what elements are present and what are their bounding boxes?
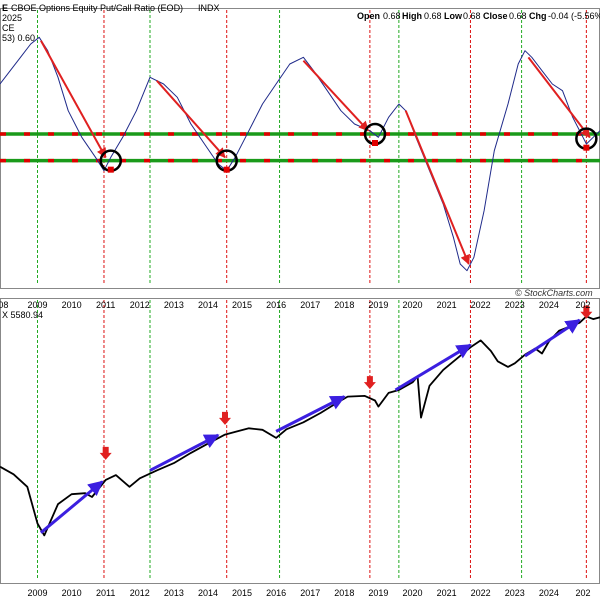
bottom-tick-14: 2023	[505, 588, 525, 598]
top-tick-17: 202	[575, 300, 590, 310]
sell-marker-3	[580, 305, 593, 319]
top-tick-10: 2018	[334, 300, 354, 310]
open-label: Open	[357, 11, 380, 21]
sell-marker-1	[219, 411, 231, 425]
up-arrow-4	[524, 318, 581, 358]
date-fragment: 2025	[2, 13, 22, 23]
top-tick-3: 2011	[96, 300, 115, 310]
close-value: 0.68	[509, 11, 527, 21]
sell-marker-0	[99, 446, 112, 460]
watermark: © StockCharts.com	[515, 288, 593, 298]
top-tick-5: 2013	[164, 300, 184, 310]
bottom-tick-4: 2013	[164, 588, 184, 598]
signal-square-3	[583, 144, 590, 151]
bottom-tick-7: 2016	[266, 588, 286, 598]
top-tick-11: 2019	[368, 300, 388, 310]
bottom-tick-13: 2022	[471, 588, 491, 598]
down-arrow-1	[156, 80, 226, 159]
top-tick-15: 2023	[505, 300, 525, 310]
up-arrow-3	[394, 343, 472, 392]
sell-marker-2	[363, 376, 376, 390]
down-arrow-2	[302, 59, 369, 132]
bottom-tick-3: 2012	[130, 588, 150, 598]
chg-label: Chg	[529, 11, 547, 21]
bottom-x-axis: 2009 2010 2011 2012 2013 2014 2015 2016 2017 2018…	[27, 588, 590, 598]
annotations	[39, 40, 598, 534]
top-tick-16: 2024	[539, 300, 559, 310]
top-tick-12: 2020	[402, 300, 422, 310]
low-value: 0.68	[463, 11, 481, 21]
bottom-tick-11: 2020	[402, 588, 422, 598]
down-arrow-3	[404, 110, 470, 265]
low-label: Low	[444, 11, 463, 21]
signal-square-2	[372, 140, 378, 146]
signal-square-0	[107, 166, 114, 173]
down-arrow-4	[527, 56, 591, 139]
up-arrow-1	[149, 433, 220, 472]
top-tick-6: 2014	[198, 300, 218, 310]
quote-box: Open 0.68 High 0.68 Low 0.68 Close 0.68 …	[357, 11, 600, 21]
close-label: Close	[483, 11, 508, 21]
bottom-tick-2: 2011	[96, 588, 115, 598]
high-value: 0.68	[424, 11, 442, 21]
top-tick-0: 08	[0, 300, 8, 310]
signal-square-1	[223, 166, 230, 173]
up-arrow-0	[39, 480, 104, 534]
top-tick-13: 2021	[437, 300, 457, 310]
series-fragment: CE	[2, 23, 15, 33]
top-tick-1: 2009	[27, 300, 47, 310]
bottom-tick-6: 2015	[232, 588, 252, 598]
ratio-line	[0, 36, 600, 272]
top-tick-2: 2010	[62, 300, 82, 310]
down-arrow-0	[40, 40, 107, 159]
top-tick-14: 2022	[471, 300, 491, 310]
exchange-label: INDX	[198, 3, 220, 13]
bottom-tick-9: 2018	[334, 588, 354, 598]
up-arrow-2	[275, 395, 346, 433]
bottom-tick-1: 2010	[62, 588, 82, 598]
chart-title: CBOE Options Equity Put/Call Ratio (EOD)	[11, 3, 183, 13]
high-label: High	[402, 11, 422, 21]
bottom-tick-12: 2021	[437, 588, 457, 598]
top-tick-4: 2012	[130, 300, 150, 310]
bottom-panel-frame	[0, 298, 600, 584]
top-x-axis: 08 2009 2010 2011 2012 2013 2014 2015 2016 2017 20…	[0, 300, 590, 310]
value-fragment: 53) 0.60	[2, 33, 35, 43]
bottom-tick-8: 2017	[300, 588, 320, 598]
bottom-tick-5: 2014	[198, 588, 218, 598]
put-call-ratio-series	[0, 36, 600, 272]
open-value: 0.68	[383, 11, 401, 21]
bottom-tick-0: 2009	[27, 588, 47, 598]
bottom-legend: X 5580.94	[2, 310, 43, 320]
bottom-tick-15: 2024	[539, 588, 559, 598]
top-tick-7: 2015	[232, 300, 252, 310]
top-tick-8: 2016	[266, 300, 286, 310]
title-prefix: E	[2, 3, 8, 13]
bottom-tick-10: 2019	[368, 588, 388, 598]
bottom-tick-16: 202	[575, 588, 590, 598]
top-panel-frame	[0, 8, 600, 289]
top-tick-9: 2017	[300, 300, 320, 310]
chg-value: -0.04 (-5.56%)	[548, 11, 600, 21]
